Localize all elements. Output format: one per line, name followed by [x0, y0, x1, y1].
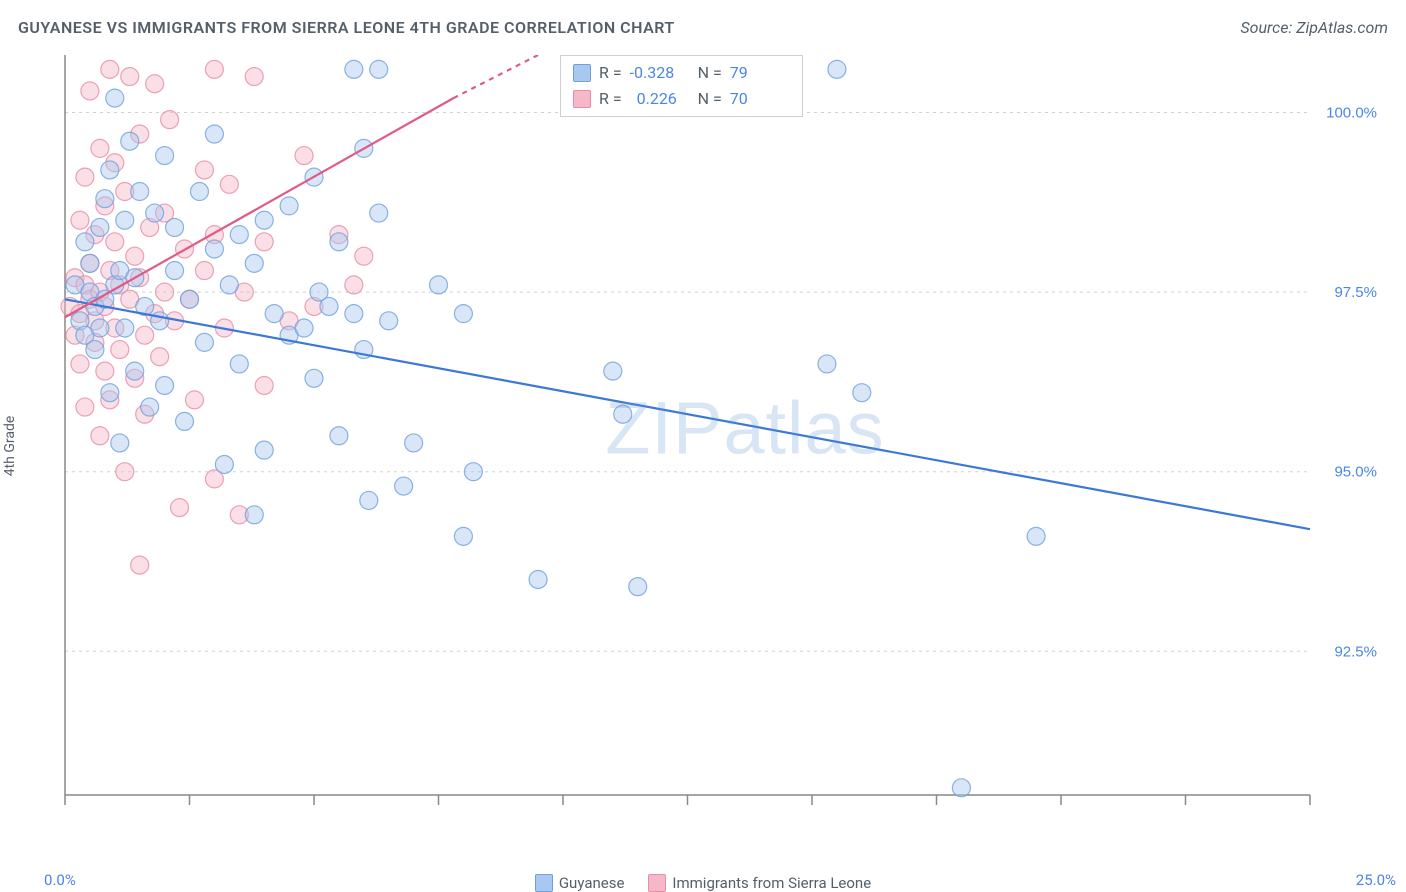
- stats-row-1: R = -0.328 N = 79: [573, 60, 790, 86]
- r-value-2: 0.226: [630, 86, 690, 112]
- stats-swatch-1: [573, 64, 591, 82]
- svg-text:97.5%: 97.5%: [1334, 284, 1377, 301]
- y-axis-label: 4th Grade: [2, 416, 18, 477]
- n-value-2: 70: [730, 86, 790, 112]
- x-axis-min-label: 0.0%: [44, 871, 76, 889]
- svg-text:100.0%: 100.0%: [1326, 104, 1377, 121]
- scatter-chart-svg: 92.5% 95.0% 97.5% 100.0%: [55, 55, 1385, 835]
- chart-header: GUYANESE VS IMMIGRANTS FROM SIERRA LEONE…: [18, 18, 1388, 37]
- stats-box: R = -0.328 N = 79 R = 0.226 N = 70: [560, 55, 803, 117]
- chart-container: 92.5% 95.0% 97.5% 100.0%: [55, 55, 1385, 835]
- legend-swatch-1: [535, 874, 553, 892]
- r-value-1: -0.328: [630, 60, 690, 86]
- legend-item-1: Guyanese: [535, 874, 625, 892]
- stats-row-2: R = 0.226 N = 70: [573, 86, 790, 112]
- legend-label-2: Immigrants from Sierra Leone: [672, 874, 871, 892]
- svg-text:92.5%: 92.5%: [1334, 643, 1377, 660]
- n-label-1: N =: [698, 60, 722, 86]
- legend-bottom: 0.0% Guyanese Immigrants from Sierra Leo…: [0, 874, 1406, 892]
- n-value-1: 79: [730, 60, 790, 86]
- r-label-2: R =: [599, 86, 622, 112]
- svg-text:95.0%: 95.0%: [1334, 464, 1377, 481]
- legend-swatch-2: [648, 874, 666, 892]
- chart-source: Source: ZipAtlas.com: [1240, 18, 1388, 37]
- n-label-2: N =: [698, 86, 722, 112]
- legend-item-2: Immigrants from Sierra Leone: [648, 874, 871, 892]
- r-label-1: R =: [599, 60, 622, 86]
- legend-label-1: Guyanese: [559, 874, 625, 892]
- x-axis-max-label: 25.0%: [1356, 871, 1396, 889]
- chart-title: GUYANESE VS IMMIGRANTS FROM SIERRA LEONE…: [18, 18, 675, 37]
- stats-swatch-2: [573, 90, 591, 108]
